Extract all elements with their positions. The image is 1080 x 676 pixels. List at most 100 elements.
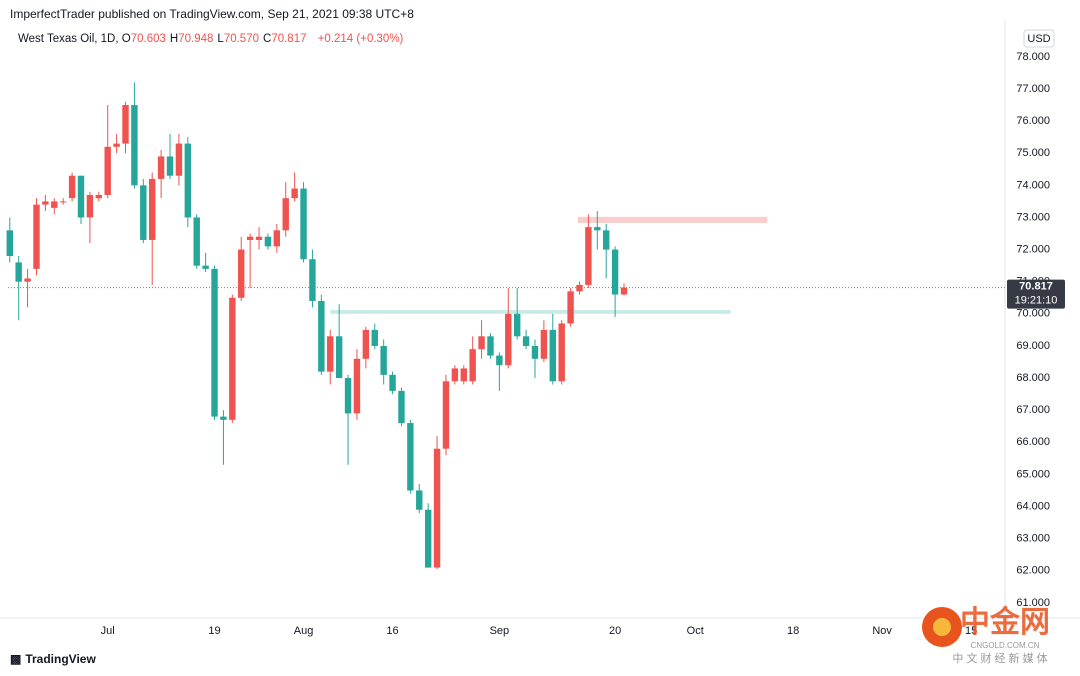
candle-body: [398, 390, 405, 424]
candle-body: [184, 143, 192, 218]
candle-body: [451, 368, 459, 382]
y-tick-label: 75.000: [1016, 147, 1050, 159]
y-tick-label: 64.000: [1016, 500, 1050, 512]
x-tick-label: Jul: [101, 625, 115, 637]
x-tick-label: Nov: [872, 625, 892, 637]
symbol-legend: West Texas Oil, 1D, O70.603 H70.948 L70.57…: [18, 33, 403, 45]
candle-body: [611, 249, 619, 295]
candle-body: [389, 374, 396, 391]
candle-body: [424, 509, 432, 568]
candle-body: [140, 185, 147, 240]
y-tick-label: 78.000: [1016, 51, 1050, 63]
watermark: 中金网 CNGOLD.COM.CN 中 文 财 经 新 媒 体: [922, 605, 1050, 665]
candle-body: [15, 262, 22, 282]
candle-body: [59, 201, 67, 203]
candle-body: [540, 329, 548, 359]
candle-body: [113, 143, 120, 147]
watermark-tagline: 中 文 财 经 新 媒 体: [952, 651, 1047, 665]
brand-name: TradingView: [25, 652, 96, 666]
candle-body: [371, 329, 378, 346]
y-tick-label: 68.000: [1016, 372, 1050, 384]
candle-body: [362, 329, 370, 359]
candle-body: [567, 291, 574, 324]
candle-body: [193, 217, 200, 266]
candle-body: [344, 378, 352, 414]
candle-body: [131, 105, 138, 186]
ohlc-value: 70.948: [178, 33, 214, 45]
candle-body: [122, 105, 129, 144]
price-zone: [330, 309, 731, 314]
x-tick-label: Oct: [687, 625, 704, 637]
candle-body: [460, 368, 467, 382]
candle-body: [522, 336, 530, 346]
symbol: West Texas Oil, 1D,: [18, 33, 119, 45]
candle-body: [246, 236, 254, 240]
watermark-name: 中金网: [960, 605, 1050, 639]
candle-body: [620, 287, 628, 295]
candle-body: [42, 201, 49, 205]
candle-body: [549, 329, 556, 382]
candle-body: [202, 265, 209, 269]
candle-body: [327, 336, 334, 372]
ohlc: O70.603 H70.948 L70.570 C70.817: [122, 33, 311, 45]
candle-body: [594, 227, 601, 231]
y-tick-label: 61.000: [1016, 597, 1050, 609]
candle-body: [513, 313, 521, 337]
y-tick-label: 66.000: [1016, 436, 1050, 448]
x-tick-label: 16: [386, 625, 398, 637]
watermark-logo-inner: [933, 618, 951, 636]
candle-body: [95, 194, 103, 199]
candle-body: [24, 278, 31, 282]
y-tick-label: 73.000: [1016, 211, 1050, 223]
candle-body: [157, 156, 165, 179]
candle-body: [175, 143, 183, 176]
candle-body: [442, 381, 450, 449]
candle-body: [77, 175, 85, 218]
currency: USD: [1027, 33, 1050, 45]
candle-body: [291, 188, 298, 199]
watermark-site: CNGOLD.COM.CN: [971, 641, 1040, 650]
x-tick-label: 15: [965, 625, 977, 637]
candle-body: [166, 156, 174, 176]
ohlc-label: H: [169, 33, 179, 45]
y-tick-label: 70.000: [1016, 308, 1050, 320]
price-zone: [577, 216, 768, 223]
candle-body: [220, 416, 227, 420]
x-tick-label: Sep: [490, 625, 510, 637]
y-tick-label: 62.000: [1016, 565, 1050, 577]
candle-body: [6, 230, 13, 257]
candle-body: [496, 355, 503, 366]
candle-body: [353, 358, 361, 414]
brand-logo: ▩: [10, 652, 22, 666]
x-tick-label: Aug: [294, 625, 314, 637]
candle-body: [478, 336, 485, 350]
candle-body: [505, 313, 512, 366]
candle-body: [576, 284, 583, 292]
candle-body: [531, 345, 539, 359]
y-tick-label: 65.000: [1016, 468, 1050, 480]
candle-body: [51, 201, 58, 208]
publish-header: ImperfectTrader published on TradingView…: [10, 7, 414, 21]
y-tick-label: 72.000: [1016, 243, 1050, 255]
ohlc-label: L: [217, 33, 224, 45]
candle-body: [469, 349, 476, 382]
candle-body: [433, 448, 441, 568]
candle-body: [211, 268, 218, 417]
currency-box[interactable]: [1023, 29, 1055, 48]
candle-body: [335, 336, 343, 379]
candle-body: [407, 423, 414, 491]
ohlc-value: 70.603: [130, 33, 166, 45]
ohlc-label: C: [263, 33, 272, 45]
y-tick-label: 74.000: [1016, 179, 1050, 191]
candle-body: [238, 249, 245, 298]
candle-body: [558, 323, 565, 382]
x-tick-label: 18: [787, 625, 799, 637]
x-tick-label: 20: [609, 625, 621, 637]
ohlc-value: 70.817: [271, 33, 307, 45]
candle-body: [255, 236, 263, 240]
countdown: 19:21:10: [1015, 294, 1058, 306]
change: +0.214 (+0.30%): [317, 33, 404, 45]
candle-body: [229, 297, 236, 420]
candle-body: [33, 204, 40, 269]
brand: ▩ TradingView: [10, 652, 96, 666]
